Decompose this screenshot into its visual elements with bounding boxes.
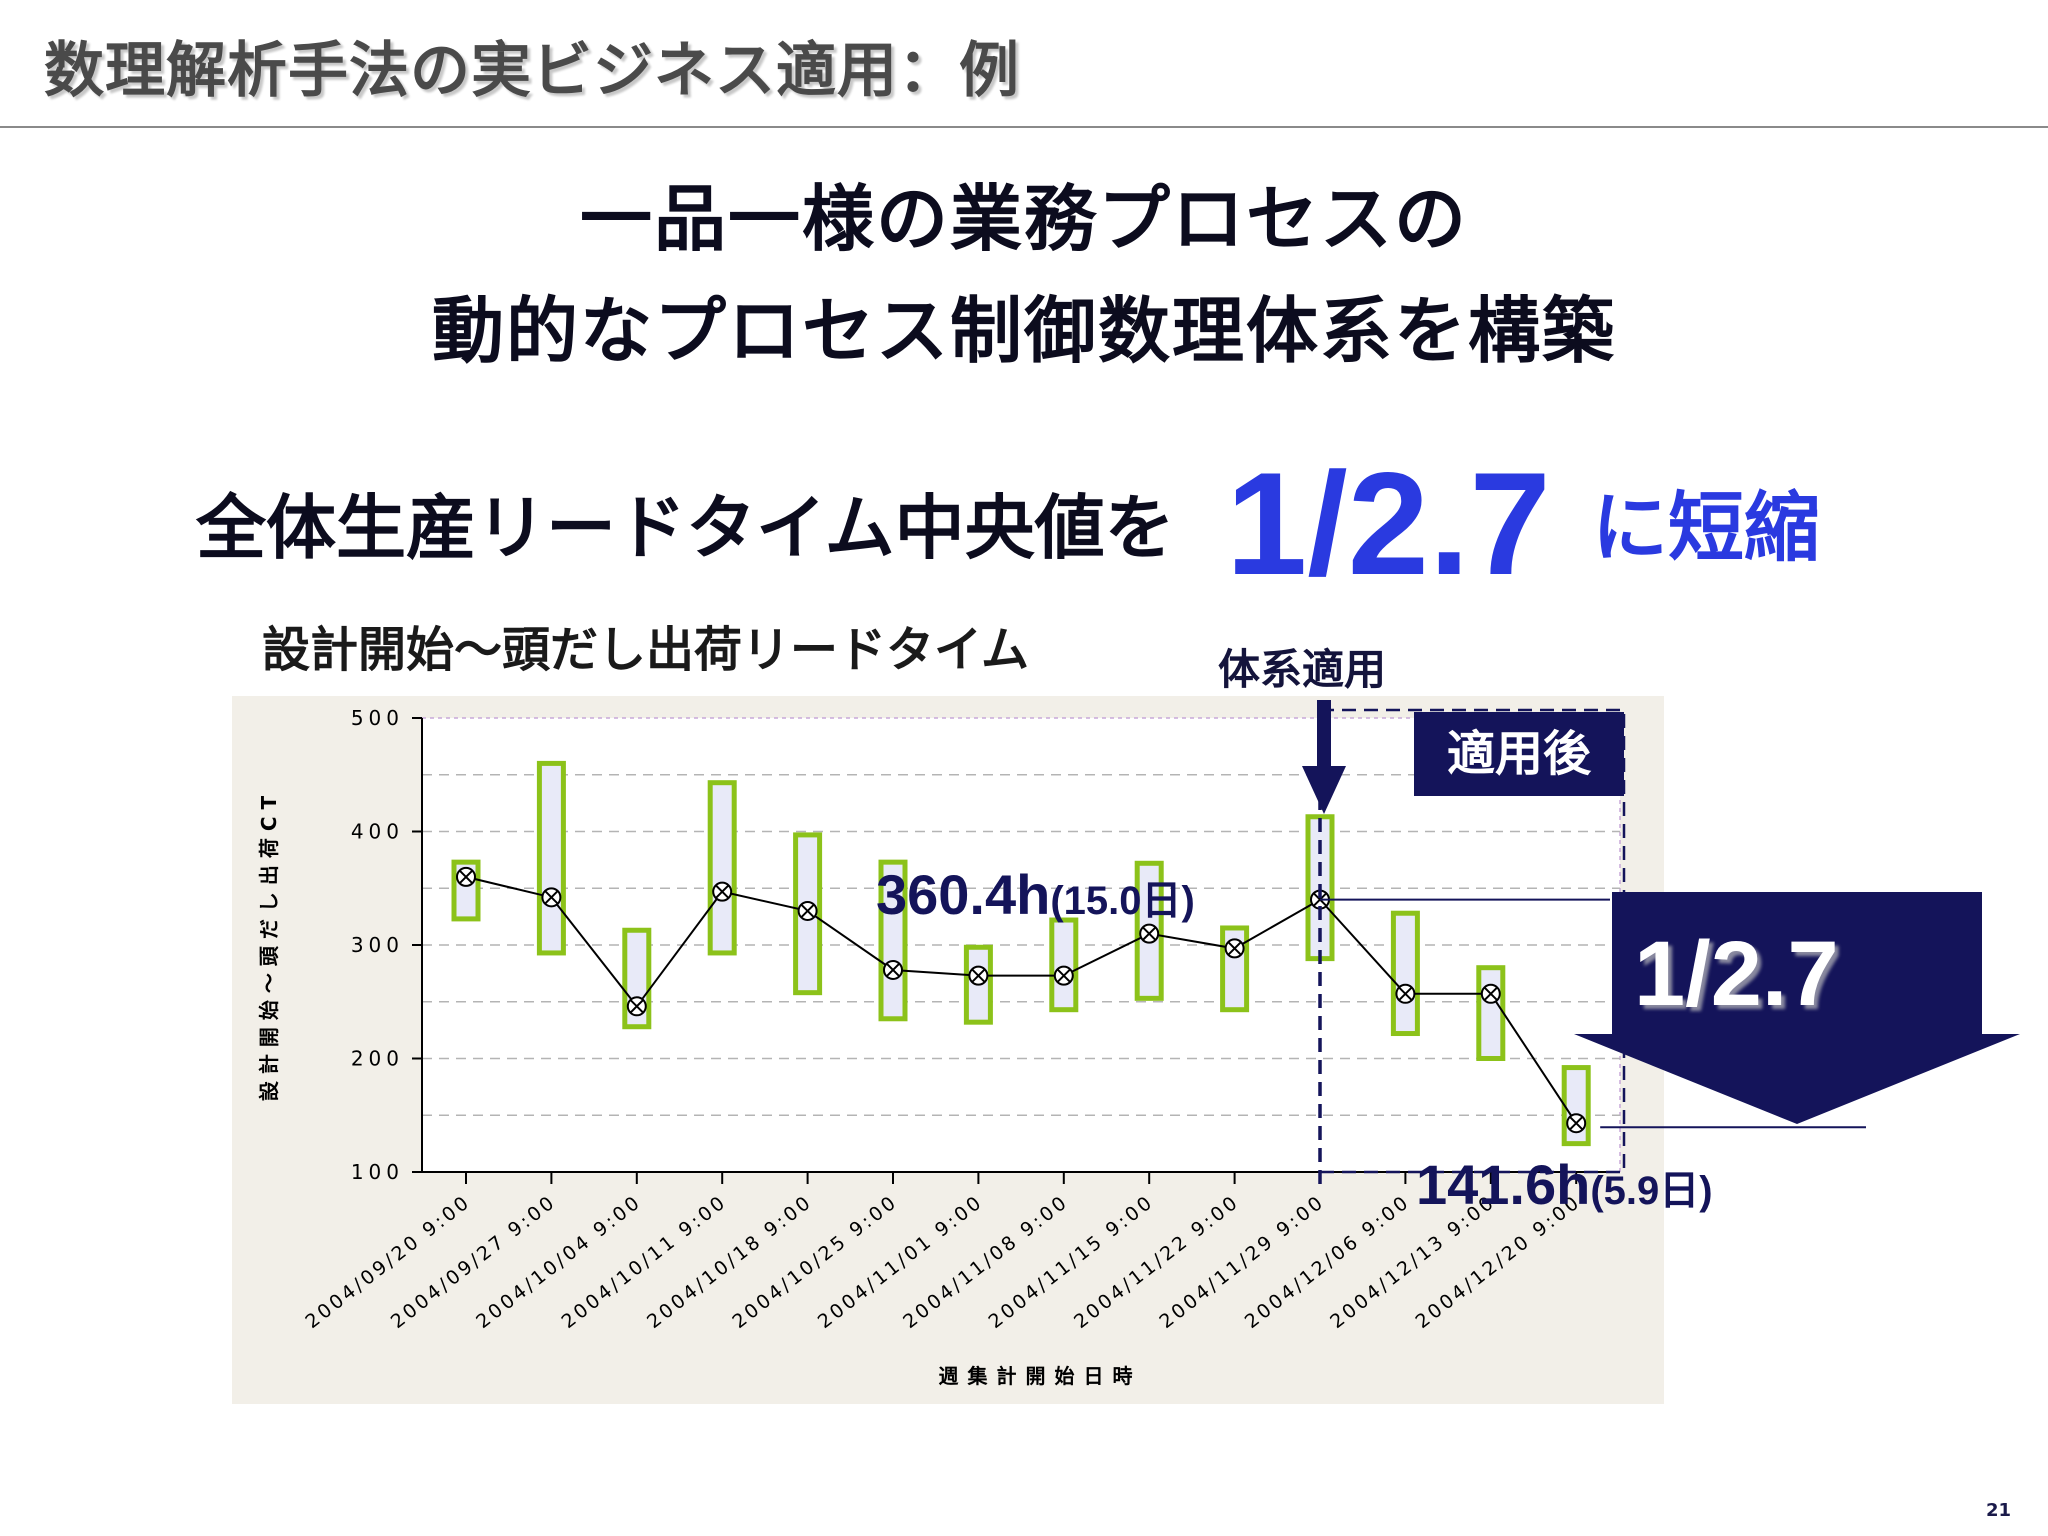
x-tick-label: 2004/10/25 9:00 [728,1191,902,1333]
median-marker-cross [1398,987,1413,1001]
median-line [465,875,1578,1124]
median-marker-cross [459,870,473,884]
box [1390,910,1420,1037]
chart-heading: 設計開始～頭だし出荷リードタイム [262,622,1030,678]
headline-line-1: 一品一様の業務プロセスの [579,177,1468,261]
down-arrow-head [1302,766,1346,814]
box [536,760,566,956]
box [1134,860,1164,1001]
box [707,780,737,956]
median-marker-cross [886,963,900,977]
median-marker-cross [800,904,815,918]
headline-line-2: 動的なプロセス制御数理体系を構築 [431,289,1616,373]
summary-tail: に短縮 [1592,483,1820,572]
x-tick-label: 2004/10/11 9:00 [558,1191,732,1333]
box [1220,925,1250,1013]
y-tick-label: 100 [351,1160,404,1184]
median-marker-cross [715,884,729,899]
x-tick-label: 2004/10/04 9:00 [472,1191,646,1333]
page-number: 21 [1986,1500,2012,1521]
x-axis-title: 週集計開始日時 [939,1364,1142,1388]
after-median-days: (5.9日) [1590,1169,1713,1213]
median-marker-cross [971,968,986,983]
x-tick-label: 2004/11/01 9:00 [814,1191,988,1333]
reduction-ratio-label: 1/2.7 [1634,923,1839,1025]
after-median-value: 141.6h [1416,1153,1591,1216]
median-marker-cross [630,999,644,1013]
y-axis-title: 設計開始～頭だし出荷CT [257,789,281,1101]
summary-lead: 全体生産リードタイム中央値を [196,487,1175,569]
median-marker-cross [544,890,559,905]
box [963,944,993,1025]
x-tick-label: 2004/09/27 9:00 [387,1191,561,1333]
system-applied-label: 体系適用 [1218,645,1387,694]
before-median-days: (15.0日) [1050,879,1195,923]
y-tick-label: 500 [351,706,404,730]
median-marker-cross [1142,926,1156,941]
median-marker-cross [1057,968,1071,983]
y-tick-label: 200 [351,1047,404,1071]
slide-title: 数理解析手法の実ビジネス適用：例 [44,36,1020,106]
x-tick-label: 2004/10/18 9:00 [643,1191,817,1333]
x-tick-label: 2004/09/20 9:00 [301,1191,475,1333]
before-median-callout: 360.4h(15.0日) [876,862,1195,927]
median-marker-cross [1569,1116,1583,1130]
y-tick-label: 300 [351,933,404,957]
summary-ratio: 1/2.7 [1226,442,1551,605]
after-median-callout: 141.6h(5.9日) [1416,1152,1713,1217]
reduction-arrow [1574,892,2020,1124]
box [878,859,908,1022]
box [1049,917,1079,1013]
title-divider [0,126,2048,128]
median-marker-cross [1227,941,1242,956]
x-tick-label: 2004/11/22 9:00 [1070,1191,1244,1333]
x-tick-label: 2004/11/29 9:00 [1155,1191,1329,1333]
x-tick-label: 2004/11/15 9:00 [985,1191,1159,1333]
y-tick-label: 400 [351,820,404,844]
after-application-badge: 適用後 [1414,712,1624,796]
median-marker-cross [1484,987,1498,1001]
before-median-value: 360.4h [876,863,1051,926]
x-tick-label: 2004/11/08 9:00 [899,1191,1073,1333]
box [1476,965,1506,1062]
x-tick-label: 2004/12/06 9:00 [1241,1191,1415,1333]
